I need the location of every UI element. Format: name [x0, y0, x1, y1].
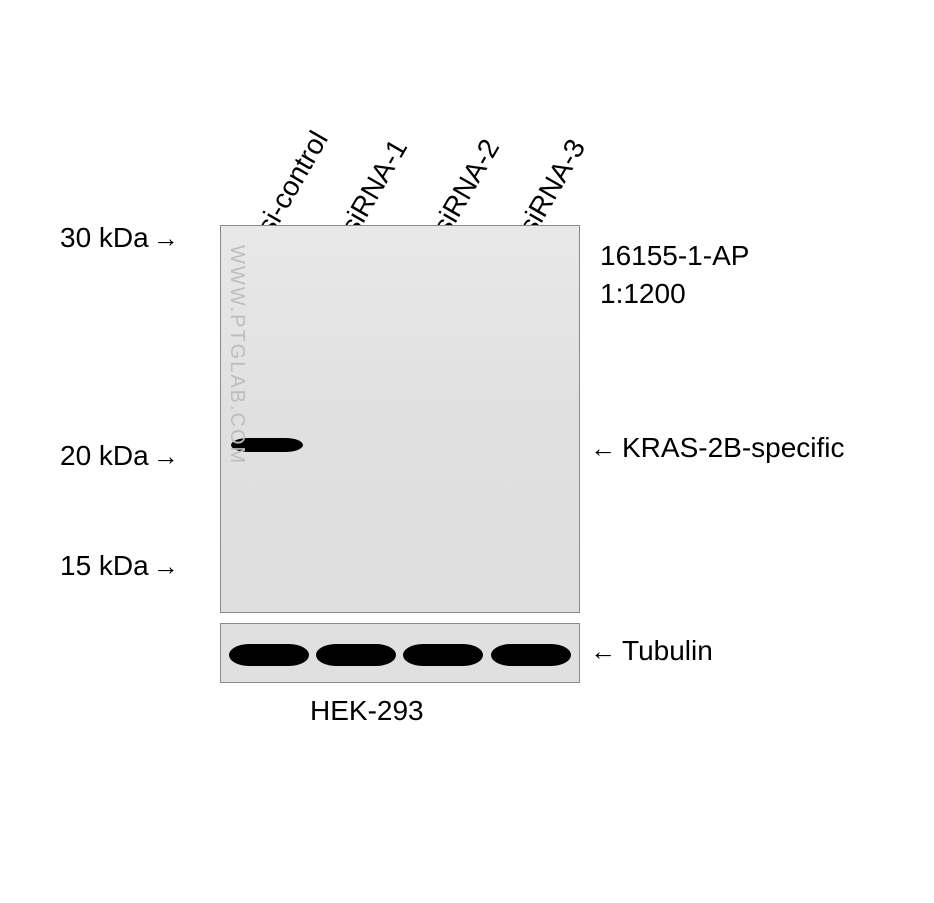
- mw-30-arrow: →: [153, 223, 179, 254]
- loading-label: Tubulin: [622, 635, 713, 667]
- band-tubulin-lane1: [316, 644, 396, 666]
- figure-container: si-control siRNA-1 siRNA-2 siRNA-3 30 kD…: [60, 40, 880, 860]
- loading-label-row: ← Tubulin: [590, 635, 713, 667]
- mw-20-arrow: →: [153, 441, 179, 472]
- cell-line-label: HEK-293: [310, 695, 424, 727]
- mw-marker-30: 30 kDa →: [60, 222, 179, 254]
- band-tubulin-lane2: [403, 644, 483, 666]
- lane-labels-group: si-control siRNA-1 siRNA-2 siRNA-3: [220, 40, 620, 220]
- target-arrow-icon: ←: [590, 433, 616, 464]
- mw-marker-20: 20 kDa →: [60, 440, 179, 472]
- lane-label-sicontrol: si-control: [250, 126, 335, 240]
- mw-15-arrow: →: [153, 551, 179, 582]
- blot-main-panel: [220, 225, 580, 613]
- loading-arrow-icon: ←: [590, 636, 616, 667]
- target-label-row: ← KRAS-2B-specific: [590, 432, 845, 464]
- mw-marker-15: 15 kDa →: [60, 550, 179, 582]
- mw-20-label: 20 kDa: [60, 440, 149, 472]
- antibody-id-label: 16155-1-AP: [600, 240, 749, 272]
- mw-15-label: 15 kDa: [60, 550, 149, 582]
- mw-30-label: 30 kDa: [60, 222, 149, 254]
- blot-tubulin-panel: [220, 623, 580, 683]
- watermark-text: WWW.PTGLAB.COM: [225, 245, 248, 465]
- dilution-label: 1:1200: [600, 278, 686, 310]
- band-tubulin-lane3: [491, 644, 571, 666]
- band-tubulin-lane0: [229, 644, 309, 666]
- target-label: KRAS-2B-specific: [622, 432, 845, 464]
